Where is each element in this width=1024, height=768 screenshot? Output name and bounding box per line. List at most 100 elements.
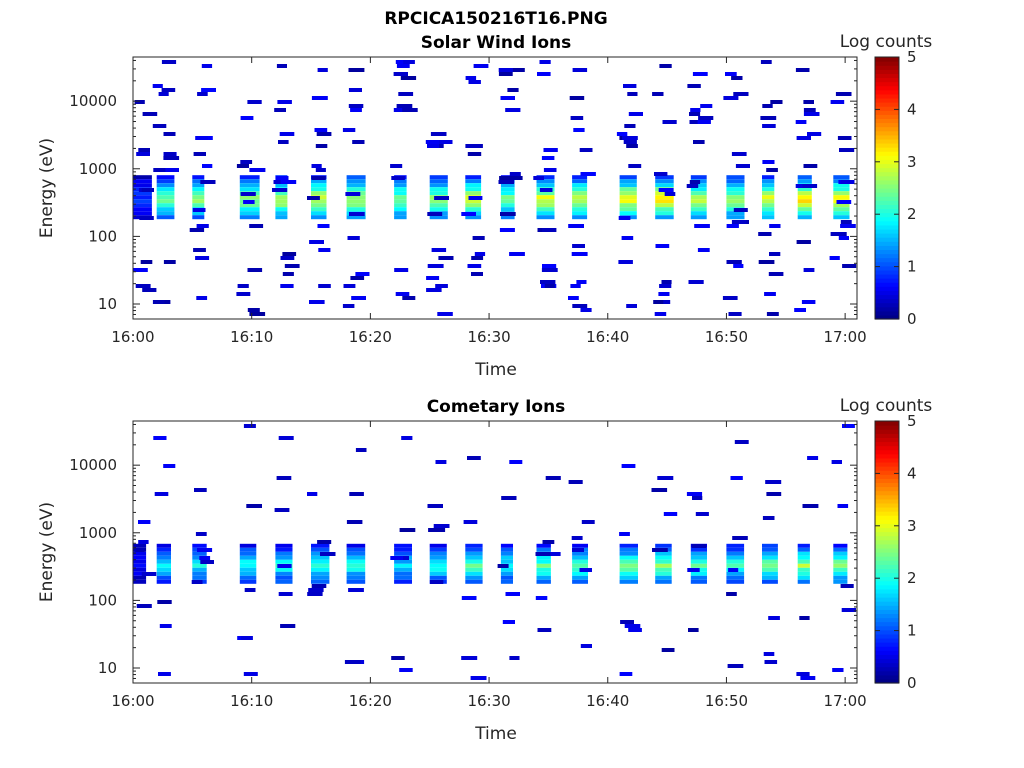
spectrogram-cell [196,224,209,228]
spectrogram-cell [580,644,592,648]
spectrogram-cell [619,579,638,584]
spectrogram-cell [723,96,739,100]
colorbar-segment [875,592,899,598]
colorbar-segment [875,81,899,87]
spectrogram-cell [842,264,857,268]
spectrogram-cell [733,208,748,212]
spectrogram-cell [572,191,588,196]
spectrogram-cell [192,543,207,548]
spectrogram-cell [623,84,637,88]
spectrogram-cell [795,120,807,124]
spectrogram-cell [797,191,812,196]
spectrogram-cell [762,575,778,580]
colorbar-segment [875,494,899,500]
spectrogram-cell [239,183,260,188]
spectrogram-cell [730,476,743,480]
spectrogram-cell [278,592,293,596]
spectrogram-cell [762,179,775,184]
spectrogram-cell [311,183,327,188]
spectrogram-cell [655,567,672,572]
x-tick-label: 16:20 [349,328,392,346]
spectrogram-cell [726,203,745,208]
y-tick-label: 100 [88,591,117,609]
spectrogram-cell [275,207,288,212]
spectrogram-cell [430,132,447,136]
spectrogram-cell [156,199,175,204]
colorbar-segment [875,122,899,128]
spectrogram-cell [243,200,255,204]
spectrogram-cell [733,264,744,268]
spectrogram-cell [501,496,517,500]
spectrogram-cell [465,203,482,208]
spectrogram-cell [690,203,707,208]
spectrogram-cell [690,191,707,196]
spectrogram-cell [655,207,674,212]
spectrogram-cell [470,676,487,680]
spectrogram-cell [570,284,581,288]
spectrogram-cell [311,199,327,204]
spectrogram-cell [346,203,366,208]
spectrogram-cell [192,211,205,216]
spectrogram-cell [618,216,631,220]
spectrogram-cell [762,199,775,204]
colorbar-segment [875,502,899,508]
colorbar-segment [875,674,899,680]
spectrogram-cell [833,551,848,556]
spectrogram-cell [657,476,674,480]
spectrogram-cell [163,132,176,136]
spectrogram-cell [311,555,330,560]
spectrogram-cell [243,424,256,428]
colorbar-segment [875,506,899,512]
spectrogram-cell [655,215,674,220]
spectrogram-cell [832,668,844,672]
colorbar-segment [875,69,899,74]
spectrogram-cell [500,191,515,196]
colorbar-segment [875,437,899,443]
spectrogram-cell [762,559,778,564]
spectrogram-cell [141,572,157,576]
spectrogram-cell [659,284,672,288]
spectrogram-cell [690,187,707,192]
spectrogram-cell [726,551,745,556]
spectrogram-cell [136,152,150,156]
spectrogram-cell [394,575,412,580]
spectrogram-cell [762,547,778,552]
spectrogram-cell [311,203,327,208]
spectrogram-cell [576,280,587,284]
spectrogram-cell [688,280,704,284]
spectrogram-cell [465,215,482,220]
spectrogram-cell [275,176,289,180]
spectrogram-cell [655,244,670,248]
colorbar-segment [875,273,899,279]
spectrogram-cell [346,547,366,552]
spectrogram-cell [193,152,206,156]
spectrogram-cell [833,571,848,576]
spectrogram-cell [572,187,588,192]
colorbar-segment [875,167,899,173]
colorbar-segment [875,73,899,79]
spectrogram-cell [468,80,481,84]
colorbar-segment [875,130,899,136]
spectrogram-cell [133,211,152,216]
spectrogram-cell [841,608,856,612]
spectrogram-cell [691,544,707,548]
spectrogram-cell [202,164,213,168]
spectrogram-cell [833,211,850,216]
spectrogram-cell [350,276,365,280]
colorbar-segment [875,118,899,124]
spectrogram-cell [833,187,850,192]
spectrogram-cell [394,207,407,212]
colorbar-segment [875,159,899,165]
spectrogram-cell [425,140,441,144]
spectrogram-cell [797,207,812,212]
spectrogram-cell [619,532,630,536]
spectrogram-cell [803,100,814,104]
spectrogram-cell [280,284,294,288]
spectrogram-cell [690,108,701,112]
spectrogram-cell [619,563,638,568]
spectrogram-cell [726,179,745,184]
colorbar-segment [875,216,899,222]
spectrogram-cell [140,260,153,264]
spectrogram-cell [797,179,812,184]
spectrogram-cell [537,72,551,76]
